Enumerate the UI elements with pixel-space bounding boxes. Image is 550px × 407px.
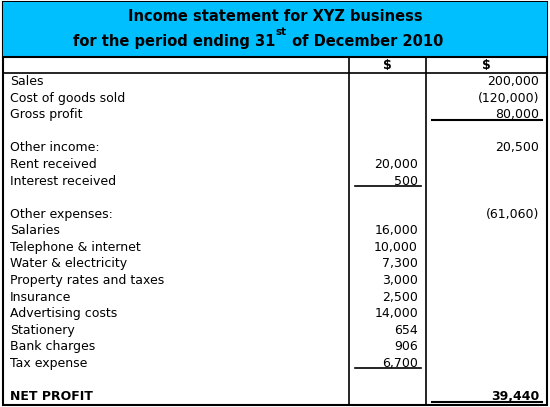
Text: $: $ bbox=[482, 59, 491, 72]
Text: Cost of goods sold: Cost of goods sold bbox=[10, 92, 125, 105]
Text: 3,000: 3,000 bbox=[382, 274, 418, 287]
Text: Salaries: Salaries bbox=[10, 224, 60, 237]
Text: 20,500: 20,500 bbox=[495, 141, 539, 154]
Text: 500: 500 bbox=[394, 175, 418, 188]
Text: Tax expense: Tax expense bbox=[10, 357, 87, 370]
Text: (61,060): (61,060) bbox=[486, 208, 539, 221]
Text: 16,000: 16,000 bbox=[374, 224, 418, 237]
Text: Bank charges: Bank charges bbox=[10, 340, 95, 353]
Text: for the period ending 31: for the period ending 31 bbox=[73, 34, 275, 49]
Text: 6,700: 6,700 bbox=[382, 357, 418, 370]
Text: 14,000: 14,000 bbox=[374, 307, 418, 320]
Text: st: st bbox=[275, 26, 286, 37]
Text: Gross profit: Gross profit bbox=[10, 108, 82, 121]
Text: Other expenses:: Other expenses: bbox=[10, 208, 113, 221]
Text: 200,000: 200,000 bbox=[487, 75, 539, 88]
Text: 906: 906 bbox=[394, 340, 418, 353]
Text: Interest received: Interest received bbox=[10, 175, 116, 188]
Text: Rent received: Rent received bbox=[10, 158, 97, 171]
Text: 7,300: 7,300 bbox=[382, 258, 418, 271]
Text: Advertising costs: Advertising costs bbox=[10, 307, 117, 320]
Text: Telephone & internet: Telephone & internet bbox=[10, 241, 141, 254]
Text: Water & electricity: Water & electricity bbox=[10, 258, 127, 271]
Text: Property rates and taxes: Property rates and taxes bbox=[10, 274, 164, 287]
Text: $: $ bbox=[383, 59, 392, 72]
Text: Stationery: Stationery bbox=[10, 324, 75, 337]
Text: 2,500: 2,500 bbox=[382, 291, 418, 304]
Text: of December 2010: of December 2010 bbox=[287, 34, 443, 49]
Text: 80,000: 80,000 bbox=[495, 108, 539, 121]
Text: Income statement for XYZ business: Income statement for XYZ business bbox=[128, 9, 422, 24]
Text: 39,440: 39,440 bbox=[491, 390, 539, 403]
Bar bbox=[3, 2, 547, 57]
Text: (120,000): (120,000) bbox=[477, 92, 539, 105]
Text: NET PROFIT: NET PROFIT bbox=[10, 390, 93, 403]
Text: 20,000: 20,000 bbox=[374, 158, 418, 171]
Text: Sales: Sales bbox=[10, 75, 43, 88]
Text: 10,000: 10,000 bbox=[374, 241, 418, 254]
Text: Other income:: Other income: bbox=[10, 141, 100, 154]
Text: Insurance: Insurance bbox=[10, 291, 72, 304]
Text: 654: 654 bbox=[394, 324, 418, 337]
